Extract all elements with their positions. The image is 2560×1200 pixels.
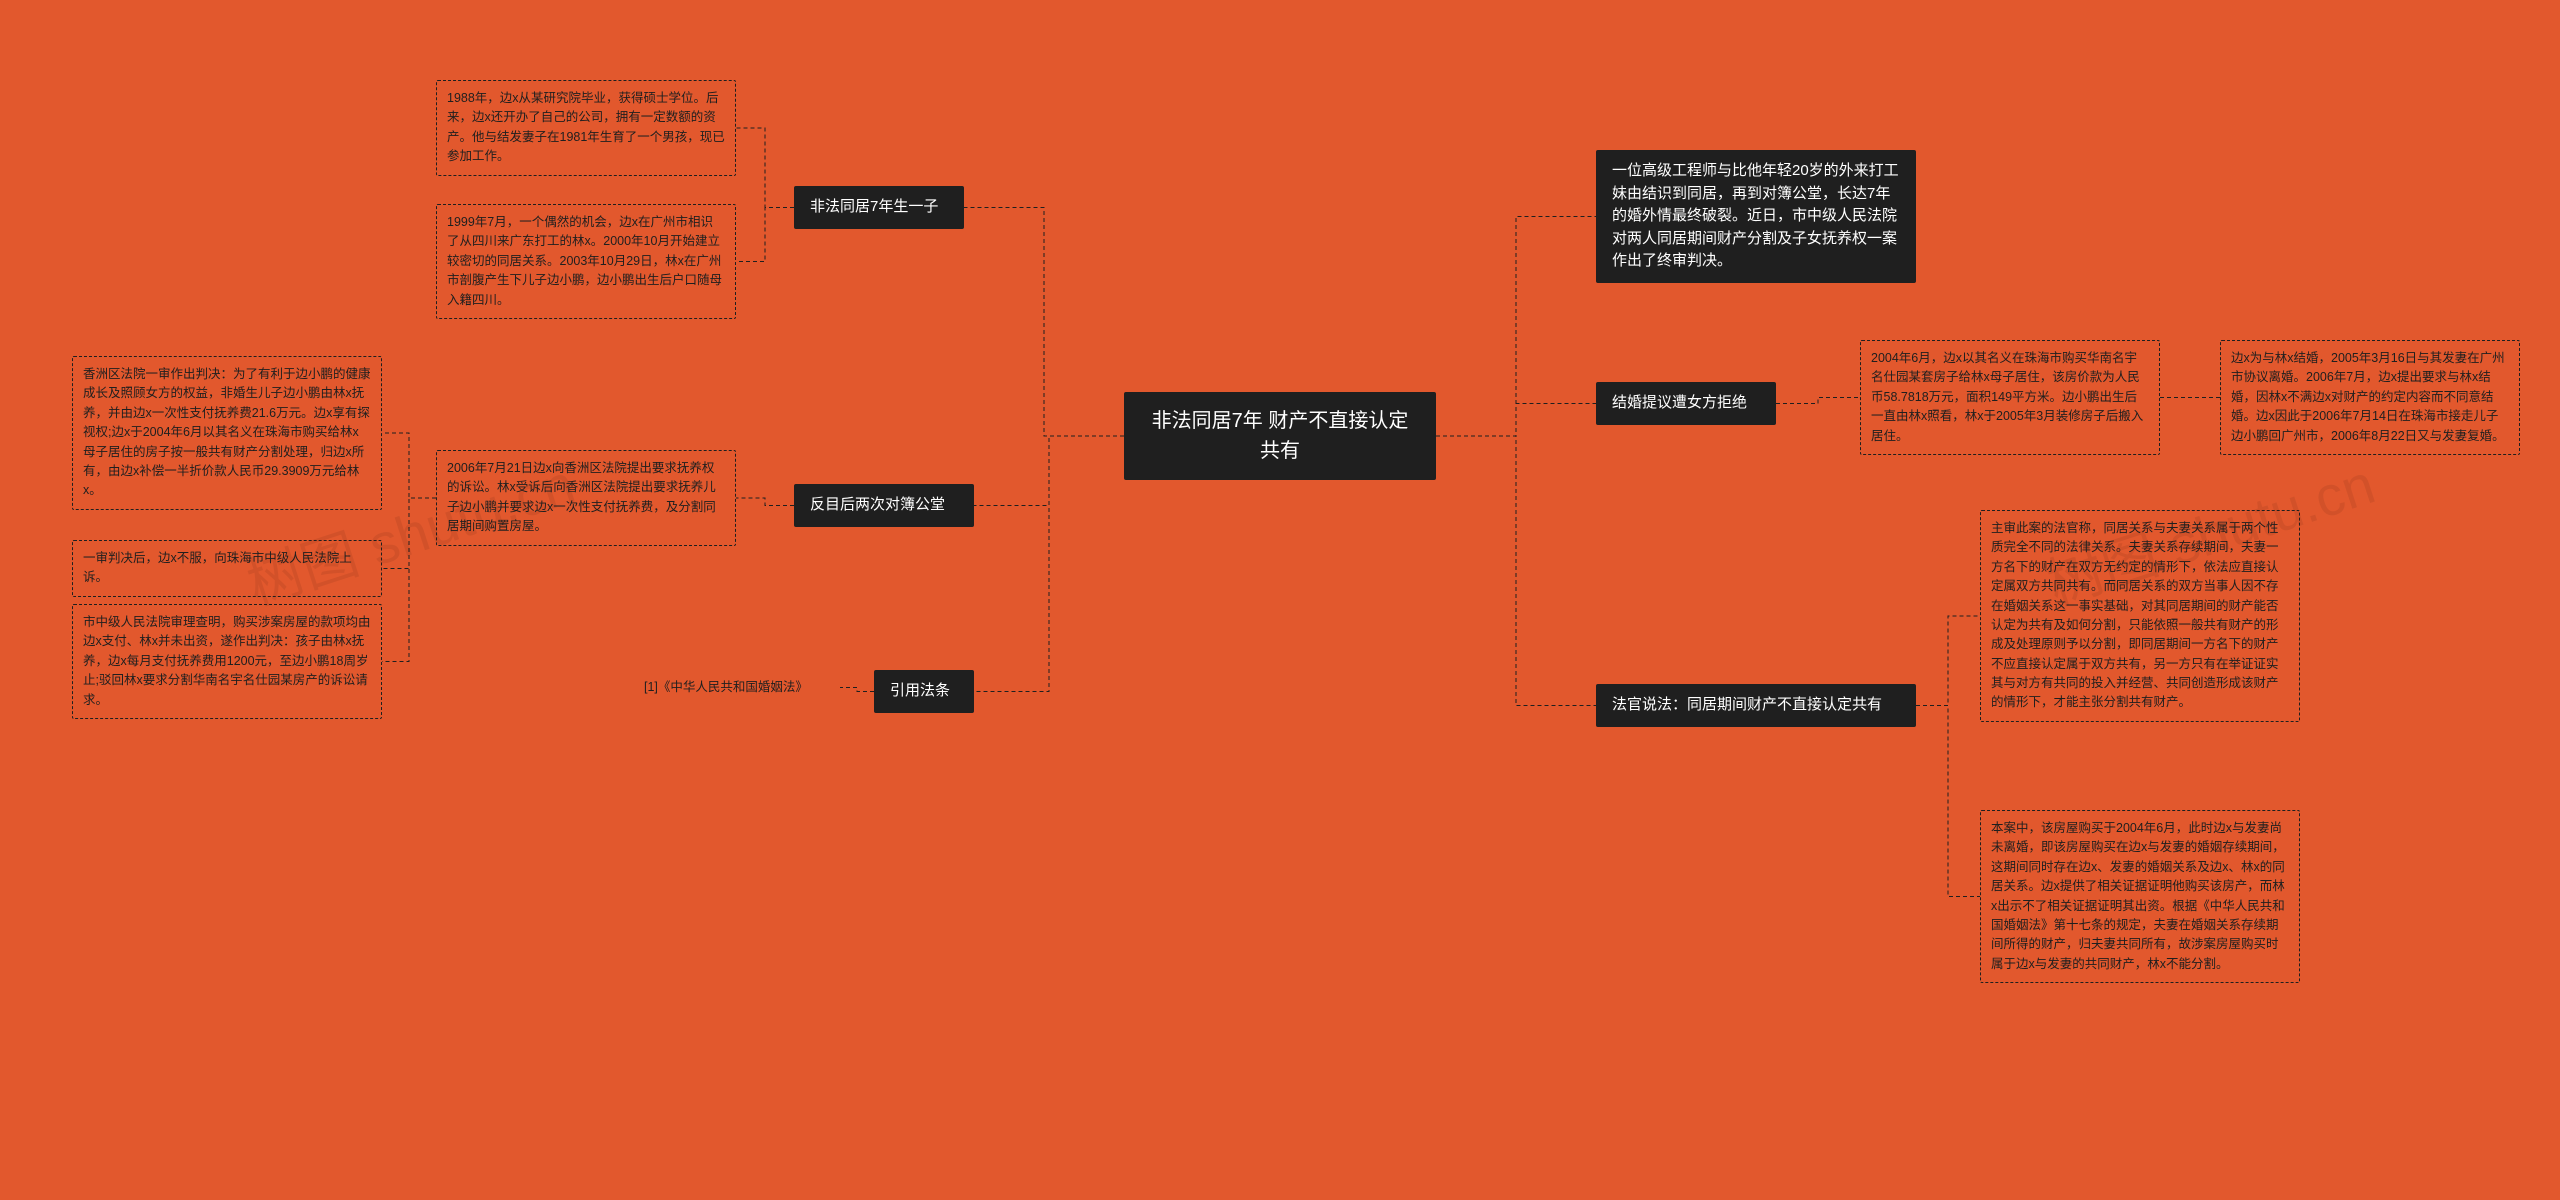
leaf-node[interactable]: 边x为与林x结婚，2005年3月16日与其发妻在广州市协议离婚。2006年7月，…	[2220, 340, 2520, 455]
leaf-node[interactable]: 2004年6月，边x以其名义在珠海市购买华南名宇名仕园某套房子给林x母子居住，该…	[1860, 340, 2160, 455]
leaf-node[interactable]: 1988年，边x从某研究院毕业，获得硕士学位。后来，边x还开办了自己的公司，拥有…	[436, 80, 736, 176]
leaf-node[interactable]: 市中级人民法院审理查明，购买涉案房屋的款项均由边x支付、林x并未出资，遂作出判决…	[72, 604, 382, 719]
leaf-node[interactable]: 本案中，该房屋购买于2004年6月，此时边x与发妻尚未离婚，即该房屋购买在边x与…	[1980, 810, 2300, 983]
root-node[interactable]: 非法同居7年 财产不直接认定共有	[1124, 392, 1436, 480]
branch-node[interactable]: 一位高级工程师与比他年轻20岁的外来打工妹由结识到同居，再到对簿公堂，长达7年的…	[1596, 150, 1916, 283]
branch-node[interactable]: 结婚提议遭女方拒绝	[1596, 382, 1776, 425]
branch-node[interactable]: 反目后两次对簿公堂	[794, 484, 974, 527]
branch-node[interactable]: 非法同居7年生一子	[794, 186, 964, 229]
leaf-node[interactable]: 2006年7月21日边x向香洲区法院提出要求抚养权的诉讼。林x受诉后向香洲区法院…	[436, 450, 736, 546]
leaf-node[interactable]: 主审此案的法官称，同居关系与夫妻关系属于两个性质完全不同的法律关系。夫妻关系存续…	[1980, 510, 2300, 722]
branch-node[interactable]: 法官说法：同居期间财产不直接认定共有	[1596, 684, 1916, 727]
leaf-node[interactable]: [1]《中华人民共和国婚姻法》	[640, 670, 840, 705]
leaf-node[interactable]: 一审判决后，边x不服，向珠海市中级人民法院上诉。	[72, 540, 382, 597]
leaf-node[interactable]: 1999年7月，一个偶然的机会，边x在广州市相识了从四川来广东打工的林x。200…	[436, 204, 736, 319]
leaf-node[interactable]: 香洲区法院一审作出判决：为了有利于边小鹏的健康成长及照顾女方的权益，非婚生儿子边…	[72, 356, 382, 510]
branch-node[interactable]: 引用法条	[874, 670, 974, 713]
